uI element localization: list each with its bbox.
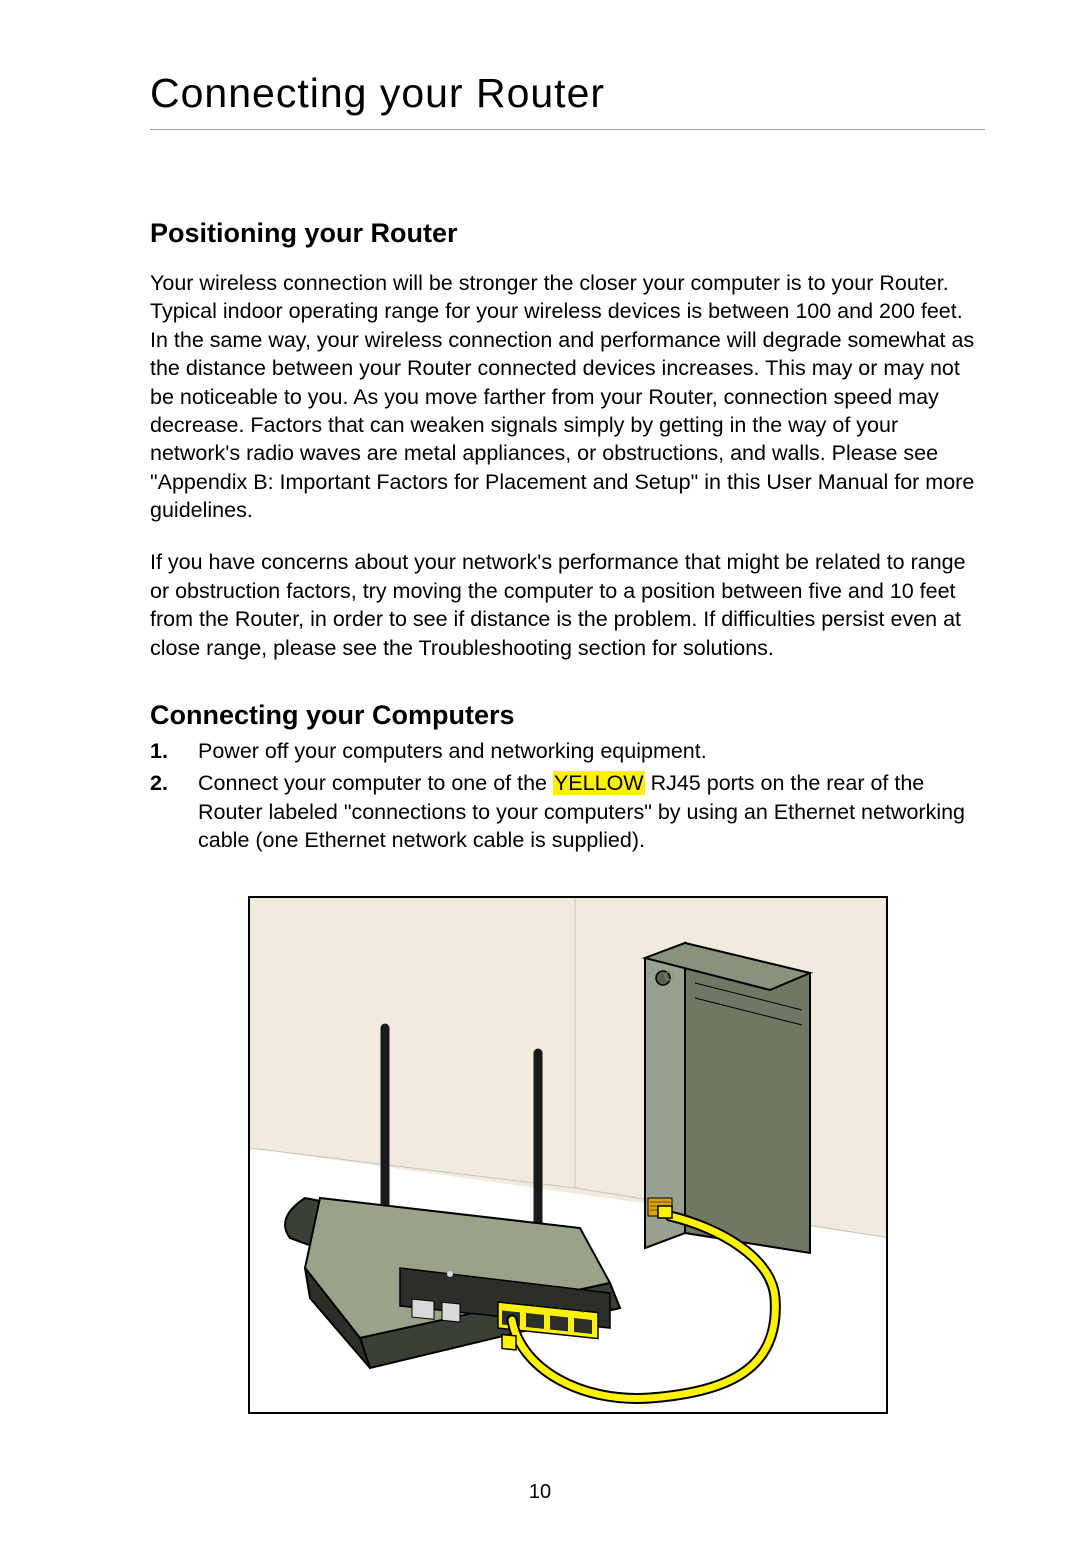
positioning-para-1: Your wireless connection will be stronge…: [150, 269, 985, 524]
page-number: 10: [0, 1481, 1080, 1504]
step-2-pre: Connect your computer to one of the: [198, 771, 553, 795]
positioning-para-2: If you have concerns about your network'…: [150, 548, 985, 662]
step-1: Power off your computers and networking …: [150, 737, 985, 765]
step-2: Connect your computer to one of the YELL…: [150, 769, 985, 854]
step-2-highlight: YELLOW: [553, 771, 645, 795]
steps-list: Power off your computers and networking …: [150, 737, 985, 855]
router-pc-illustration: [250, 898, 888, 1414]
heading-connecting: Connecting your Computers: [150, 700, 985, 731]
heading-positioning: Positioning your Router: [150, 218, 985, 249]
page-title: Connecting your Router: [150, 70, 985, 130]
connection-figure: [248, 896, 888, 1414]
step-1-text: Power off your computers and networking …: [198, 739, 707, 763]
